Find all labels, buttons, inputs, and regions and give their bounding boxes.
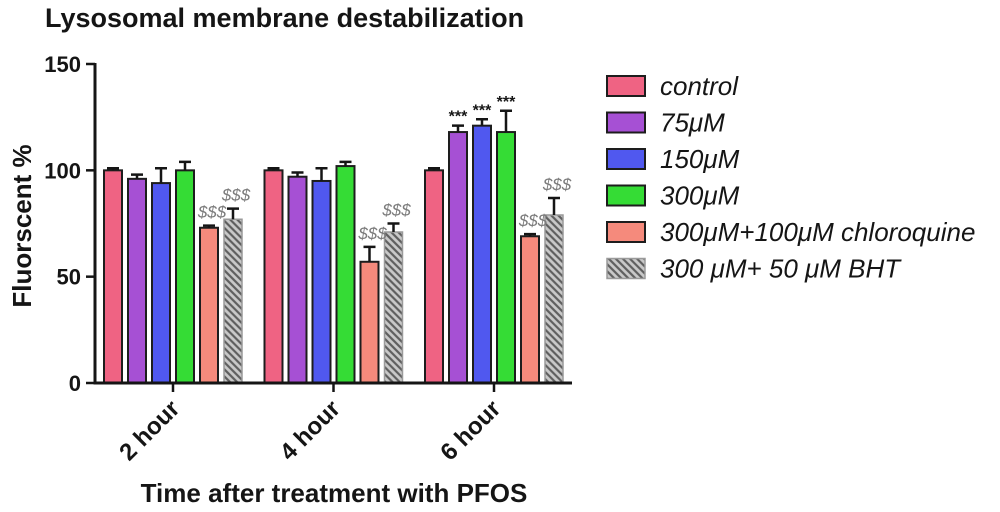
legend-swatch xyxy=(606,257,646,280)
bar xyxy=(383,231,404,384)
legend-swatch xyxy=(606,111,646,134)
x-axis-title: Time after treatment with PFOS xyxy=(141,478,528,508)
error-bar xyxy=(339,160,352,167)
legend-item: control xyxy=(606,71,739,101)
bar xyxy=(199,226,219,384)
bar xyxy=(127,177,147,384)
bar xyxy=(151,182,171,384)
legend-label: control xyxy=(660,71,739,101)
bar xyxy=(287,175,308,384)
y-tick-label: 0 xyxy=(69,371,81,396)
significance-annotation: $$$ xyxy=(197,203,227,222)
error-bar xyxy=(387,222,400,233)
error-bar xyxy=(363,245,376,262)
x-tick-label: 2 hour xyxy=(114,395,185,466)
error-bar xyxy=(155,166,167,184)
error-bar xyxy=(315,166,328,181)
legend-item: 300 μM+ 50 μM BHT xyxy=(606,254,902,284)
error-bar xyxy=(227,207,239,220)
significance-annotation: $$$ xyxy=(381,201,411,220)
error-bar xyxy=(267,166,280,171)
legend: control 75μM 150μM 300μM 300μM+100μM chloroq… xyxy=(606,71,975,284)
legend-item: 300μM+100μM chloroquine xyxy=(606,217,975,247)
legend-swatch xyxy=(606,148,646,170)
legend-swatch xyxy=(606,184,646,207)
bar xyxy=(496,131,516,384)
legend-item: 300μM xyxy=(606,181,740,211)
significance-annotation: *** xyxy=(449,109,468,126)
error-bar xyxy=(291,171,304,177)
bar xyxy=(424,169,444,384)
error-bar xyxy=(107,166,119,171)
error-bar xyxy=(548,196,560,215)
bar xyxy=(103,169,123,384)
bar xyxy=(175,169,195,384)
legend-item: 75μM xyxy=(606,108,725,138)
significance-annotation: *** xyxy=(473,102,492,119)
significance-annotation: $$$ xyxy=(542,175,572,194)
significance-annotation: *** xyxy=(497,94,516,111)
bar xyxy=(448,131,468,384)
error-bar xyxy=(203,224,215,228)
error-bar xyxy=(524,232,536,237)
bar xyxy=(223,218,243,384)
legend-label: 75μM xyxy=(660,108,725,138)
significance-annotation: $$$ xyxy=(221,186,251,205)
error-bar xyxy=(179,160,191,171)
error-bar xyxy=(452,124,464,133)
legend-item: 150μM xyxy=(606,144,740,174)
bar xyxy=(544,214,564,384)
legend-label: 300μM xyxy=(660,181,740,211)
bar xyxy=(520,235,540,384)
bars xyxy=(103,124,564,384)
legend-label: 150μM xyxy=(660,144,740,174)
bar xyxy=(359,260,380,384)
y-axis-title: Fluorscent % xyxy=(7,144,37,307)
legend-swatch xyxy=(606,75,646,97)
error-bar xyxy=(476,118,488,126)
legend-swatch xyxy=(606,221,646,243)
y-tick-label: 150 xyxy=(44,52,81,77)
chart-title: Lysosomal membrane destabilization xyxy=(45,3,524,33)
significance-annotation: $$$ xyxy=(357,224,387,243)
x-tick-label: 4 hour xyxy=(275,395,346,466)
legend-label: 300μM+100μM chloroquine xyxy=(660,217,975,247)
y-tick-label: 100 xyxy=(44,158,81,183)
error-bar xyxy=(131,173,143,179)
y-tick-label: 50 xyxy=(57,265,81,290)
error-bar xyxy=(500,109,512,133)
bar xyxy=(311,179,332,384)
error-bar xyxy=(428,166,440,171)
x-tick-label: 6 hour xyxy=(435,395,506,466)
legend-label: 300 μM+ 50 μM BHT xyxy=(660,254,902,284)
bar xyxy=(335,165,356,384)
bar xyxy=(472,124,492,384)
significance-annotation: $$$ xyxy=(518,211,548,230)
bar xyxy=(263,169,284,384)
